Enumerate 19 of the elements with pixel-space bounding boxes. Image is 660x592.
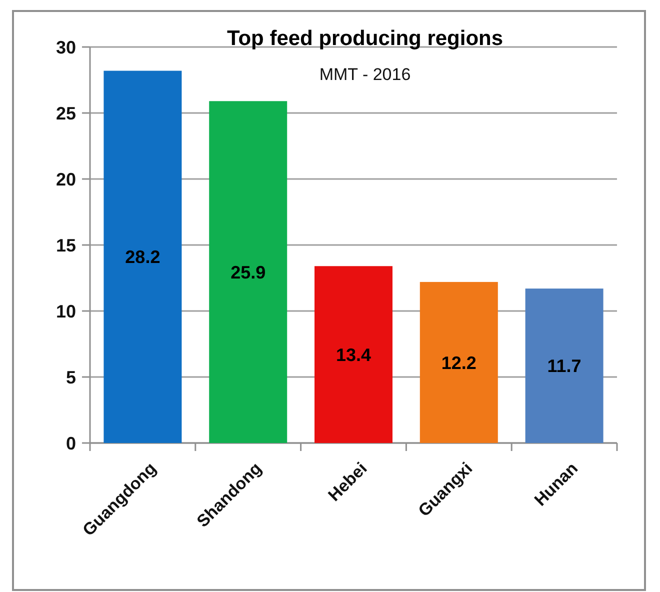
- y-tick-label: 25: [56, 103, 76, 124]
- y-tick-label: 15: [56, 235, 76, 256]
- bar: [104, 70, 182, 443]
- bar: [420, 282, 498, 443]
- bar: [209, 101, 288, 443]
- text: MMT - 2016: [319, 65, 411, 84]
- y-tick-label: 30: [56, 37, 76, 58]
- y-tick-label: 10: [56, 301, 76, 322]
- data-label: 28.2: [125, 247, 160, 268]
- data-label: 25.9: [230, 262, 266, 282]
- y-tick-label: 20: [56, 169, 76, 190]
- bar: [525, 288, 604, 443]
- bar: [314, 266, 392, 443]
- data-label: 12.2: [441, 352, 476, 373]
- data-label: 13.4: [336, 344, 372, 365]
- y-tick-label: 5: [66, 367, 76, 388]
- chart-title: Top feed producing regions: [226, 27, 504, 50]
- y-tick-label: 0: [66, 433, 76, 454]
- data-label: 11.7: [547, 356, 582, 376]
